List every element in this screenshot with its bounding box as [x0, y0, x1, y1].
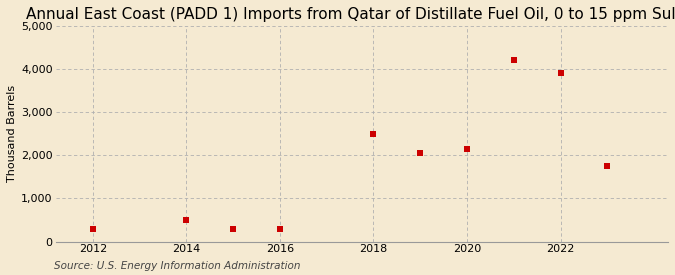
Point — [602, 164, 613, 168]
Point — [462, 147, 472, 151]
Y-axis label: Thousand Barrels: Thousand Barrels — [7, 85, 17, 182]
Point — [555, 71, 566, 76]
Point — [88, 226, 99, 231]
Point — [508, 58, 519, 63]
Point — [227, 226, 238, 231]
Point — [368, 131, 379, 136]
Point — [275, 226, 286, 231]
Point — [415, 151, 426, 155]
Title: Annual East Coast (PADD 1) Imports from Qatar of Distillate Fuel Oil, 0 to 15 pp: Annual East Coast (PADD 1) Imports from … — [26, 7, 675, 22]
Point — [181, 218, 192, 222]
Text: Source: U.S. Energy Information Administration: Source: U.S. Energy Information Administ… — [54, 261, 300, 271]
